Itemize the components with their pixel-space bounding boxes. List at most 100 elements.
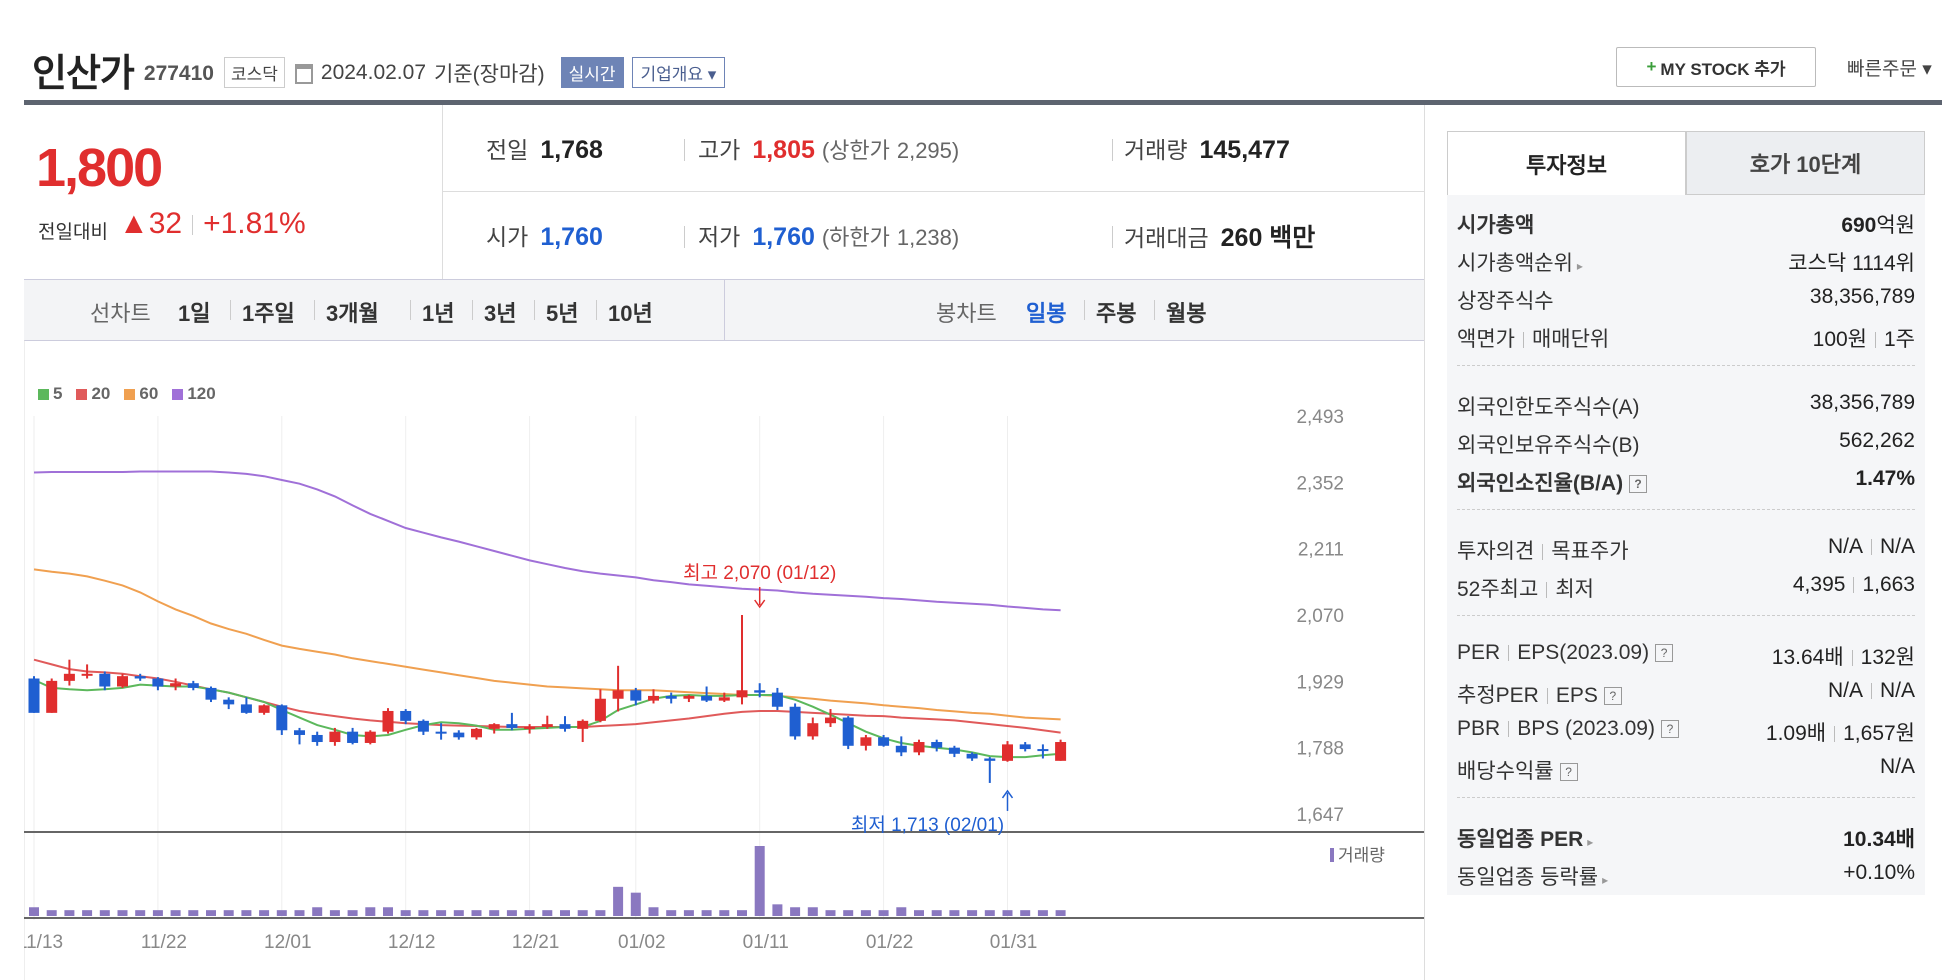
- legend-ma20[interactable]: 20: [76, 384, 110, 404]
- high-price: 고가 1,805 (상한가 2,295): [698, 136, 960, 164]
- period-1d[interactable]: 1일: [178, 301, 211, 326]
- volume-bar: [418, 910, 429, 916]
- date-text: 2024.02.07: [320, 60, 426, 84]
- candle-body: [948, 747, 960, 754]
- candle-body: [754, 690, 766, 693]
- x-tick-label: 01/22: [866, 932, 914, 953]
- quick-order-button[interactable]: 빠른주문 ▾: [1847, 59, 1932, 80]
- stock-header: 인산가 277410 코스닥 2024.02.07 기준(장마감) 실시간 기업…: [32, 42, 726, 97]
- candle-body: [117, 676, 128, 687]
- candle-body: [364, 731, 376, 743]
- legend-ma5[interactable]: 5: [38, 384, 62, 404]
- volume-bar: [949, 910, 960, 916]
- realtime-button[interactable]: 실시간: [560, 57, 624, 88]
- info-tabs: 투자정보 호가 10단계: [1447, 131, 1925, 195]
- candle-body: [895, 745, 907, 753]
- stock-chart[interactable]: 2,493 2,352 2,211 2,070 1,929 1,788 1,647 거래량 11…: [24, 340, 1424, 980]
- industry-per-row[interactable]: 동일업종 PER ▸ 10.34배: [1457, 828, 1915, 851]
- period-3m[interactable]: 3개월: [326, 301, 379, 326]
- candle-body: [134, 676, 146, 679]
- candle-body: [612, 690, 624, 699]
- y-tick-label: 2,211: [1298, 540, 1344, 561]
- candle-body: [842, 717, 854, 746]
- volume-bar: [276, 910, 287, 916]
- volume-bar: [29, 907, 39, 916]
- volume-bar: [188, 910, 199, 916]
- candle-weekly[interactable]: 주봉: [1096, 301, 1137, 326]
- help-icon[interactable]: ?: [1629, 475, 1648, 494]
- volume-bar: [967, 910, 978, 916]
- calendar-icon: [294, 63, 313, 84]
- candle-body: [205, 687, 217, 700]
- market-cap-row: 시가총액 690억원: [1457, 214, 1915, 237]
- period-3y[interactable]: 3년: [484, 301, 517, 326]
- period-5y[interactable]: 5년: [546, 301, 579, 326]
- chevron-right-icon: ▸: [1587, 835, 1594, 849]
- x-tick-label: 11/13: [24, 932, 63, 953]
- candle-body: [1002, 744, 1013, 761]
- period-1y[interactable]: 1년: [422, 301, 455, 326]
- industry-chg-row[interactable]: 동일업종 등락률 ▸ +0.10%: [1457, 861, 1915, 889]
- y-tick-label: 2,070: [1296, 606, 1344, 627]
- volume-bar: [489, 910, 500, 916]
- my-stock-label: MY STOCK 추가: [1660, 59, 1786, 79]
- candle-body: [187, 683, 199, 688]
- volume-bar: [383, 907, 393, 916]
- candle-daily[interactable]: 일봉: [1026, 301, 1067, 326]
- candle-body: [984, 758, 996, 761]
- volume-bar: [630, 892, 641, 916]
- volume-bar: [365, 907, 376, 916]
- volume-bar: [683, 910, 694, 916]
- x-tick-label: 11/22: [141, 932, 187, 953]
- listed-shares-row: 상장주식수 38,356,789: [1457, 285, 1915, 313]
- volume-bar: [117, 910, 128, 916]
- volume-bar: [860, 910, 871, 916]
- cap-rank-row[interactable]: 시가총액순위 ▸ 코스닥 1114위: [1457, 252, 1915, 275]
- candle-body: [966, 753, 978, 759]
- stats-row-1: 전일 1,768 고가 1,805 (상한가 2,295) 거래량 145,477: [442, 105, 1424, 192]
- candle-body: [1055, 742, 1067, 761]
- volume-bar: [595, 910, 606, 916]
- volume-bar: [984, 910, 995, 916]
- pbr-row: PBR BPS (2023.09)? 1.09배 1,657원: [1457, 717, 1915, 745]
- tab-invest-info[interactable]: 투자정보: [1447, 131, 1686, 195]
- help-icon[interactable]: ?: [1655, 644, 1674, 663]
- volume-bar: [312, 907, 323, 916]
- volume-bar: [99, 910, 110, 916]
- right-panel: 투자정보 호가 10단계 시가총액 690억원 시가총액순위 ▸ 코스닥 1114…: [1424, 105, 1942, 980]
- candle-body: [860, 737, 872, 746]
- period-1w[interactable]: 1주일: [242, 301, 295, 326]
- legend-ma120[interactable]: 120: [172, 384, 216, 404]
- volume-bar: [400, 910, 411, 916]
- x-tick-label: 01/31: [990, 932, 1038, 953]
- help-icon[interactable]: ?: [1559, 763, 1578, 782]
- legend-ma60[interactable]: 60: [124, 384, 158, 404]
- candle-body: [258, 705, 270, 713]
- candle-body: [99, 673, 111, 687]
- per-row: PER EPS(2023.09)? 13.64배 132원: [1457, 641, 1915, 669]
- candle-body: [559, 724, 571, 729]
- chevron-right-icon: ▸: [1602, 873, 1609, 887]
- ma60-line: [33, 568, 1061, 721]
- my-stock-add-button[interactable]: + MY STOCK 추가: [1616, 47, 1816, 87]
- period-10y[interactable]: 10년: [608, 301, 653, 326]
- company-overview-button[interactable]: 기업개요 ▾: [631, 57, 726, 88]
- volume-bar: [135, 910, 146, 916]
- tab-order-book[interactable]: 호가 10단계: [1686, 131, 1925, 195]
- low-arrow-head: [1001, 789, 1014, 799]
- volume-legend-swatch: [1330, 848, 1334, 862]
- candle-monthly[interactable]: 월봉: [1166, 301, 1207, 326]
- candle-body: [524, 726, 536, 729]
- help-icon[interactable]: ?: [1660, 720, 1679, 739]
- invest-info-box: 시가총액 690억원 시가총액순위 ▸ 코스닥 1114위 상장주식수 38,35…: [1447, 195, 1925, 895]
- candle-body: [648, 695, 659, 701]
- volume-bar: [560, 910, 570, 916]
- volume-bar: [666, 910, 677, 916]
- candle-body: [878, 737, 890, 746]
- volume-bar: [931, 910, 942, 916]
- help-icon[interactable]: ?: [1603, 687, 1622, 706]
- volume-bar: [843, 910, 854, 916]
- candle-body: [63, 673, 75, 681]
- volume: 거래량 145,477: [1124, 136, 1290, 164]
- candle-body: [931, 742, 943, 748]
